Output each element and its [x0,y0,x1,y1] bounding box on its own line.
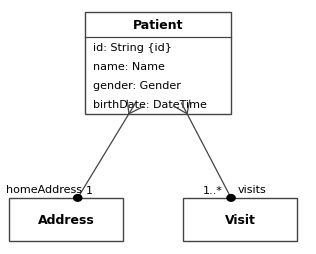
Text: Patient: Patient [133,19,183,32]
Text: gender: Gender: gender: Gender [93,81,181,91]
Text: name: Name: name: Name [93,62,165,72]
Text: 1: 1 [86,185,93,195]
FancyBboxPatch shape [85,13,231,114]
Circle shape [227,195,235,201]
Text: Address: Address [38,213,95,226]
Text: homeAddress: homeAddress [6,184,82,194]
Text: Visit: Visit [225,213,256,226]
Text: id: String {id}: id: String {id} [93,43,172,53]
FancyBboxPatch shape [9,198,123,241]
Circle shape [74,195,82,201]
Text: 1..*: 1..* [203,185,223,195]
Text: birthDate: DateTime: birthDate: DateTime [93,100,207,110]
FancyBboxPatch shape [183,198,297,241]
Text: visits: visits [237,184,266,194]
